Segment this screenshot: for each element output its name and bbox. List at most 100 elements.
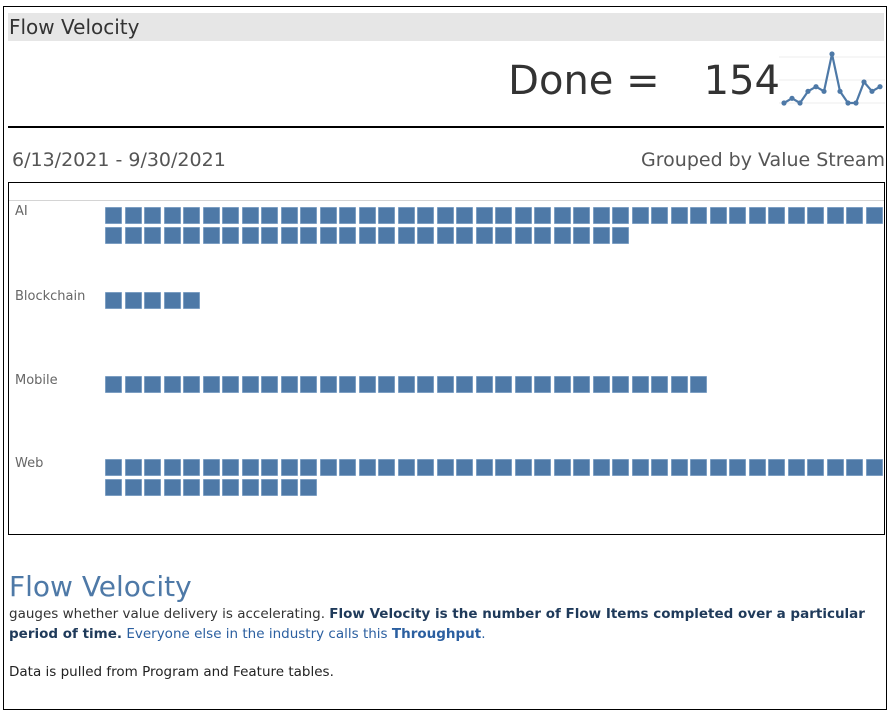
- row-label[interactable]: Mobile: [15, 373, 58, 388]
- unit-square[interactable]: [202, 376, 220, 393]
- unit-square[interactable]: [144, 478, 161, 496]
- unit-square[interactable]: [436, 376, 454, 393]
- unit-square[interactable]: [397, 226, 415, 244]
- unit-square[interactable]: [514, 459, 532, 476]
- unit-square[interactable]: [397, 376, 415, 393]
- unit-square[interactable]: [280, 459, 298, 476]
- unit-square[interactable]: [222, 226, 239, 244]
- unit-square[interactable]: [573, 459, 590, 476]
- unit-square[interactable]: [495, 376, 512, 393]
- unit-square[interactable]: [553, 226, 571, 244]
- unit-square[interactable]: [378, 226, 395, 244]
- unit-square[interactable]: [124, 207, 142, 224]
- unit-square[interactable]: [319, 226, 337, 244]
- unit-square[interactable]: [592, 376, 610, 393]
- unit-square[interactable]: [670, 376, 688, 393]
- row-label[interactable]: Web: [15, 456, 44, 471]
- unit-square[interactable]: [865, 459, 883, 476]
- unit-square[interactable]: [612, 207, 629, 224]
- unit-square[interactable]: [397, 207, 415, 224]
- unit-square[interactable]: [202, 459, 220, 476]
- unit-square[interactable]: [475, 459, 493, 476]
- unit-square[interactable]: [105, 292, 122, 309]
- row-label[interactable]: Blockchain: [15, 289, 86, 304]
- unit-square[interactable]: [573, 376, 590, 393]
- unit-square[interactable]: [475, 376, 493, 393]
- unit-square[interactable]: [748, 459, 766, 476]
- unit-square[interactable]: [241, 376, 259, 393]
- unit-square[interactable]: [846, 459, 863, 476]
- unit-square[interactable]: [631, 207, 649, 224]
- unit-squares[interactable]: [105, 292, 885, 309]
- unit-square[interactable]: [222, 478, 239, 496]
- unit-square[interactable]: [690, 207, 707, 224]
- unit-square[interactable]: [300, 376, 317, 393]
- unit-square[interactable]: [417, 459, 434, 476]
- sparkline-point[interactable]: [813, 84, 819, 90]
- unit-square[interactable]: [378, 207, 395, 224]
- unit-square[interactable]: [729, 459, 746, 476]
- unit-square[interactable]: [495, 226, 512, 244]
- unit-square[interactable]: [826, 459, 844, 476]
- unit-square[interactable]: [417, 376, 434, 393]
- unit-square[interactable]: [163, 207, 181, 224]
- unit-square[interactable]: [534, 376, 551, 393]
- unit-square[interactable]: [807, 207, 824, 224]
- unit-square[interactable]: [709, 459, 727, 476]
- unit-square[interactable]: [631, 459, 649, 476]
- unit-square[interactable]: [690, 376, 707, 393]
- unit-square[interactable]: [378, 376, 395, 393]
- unit-square[interactable]: [612, 459, 629, 476]
- unit-square[interactable]: [378, 459, 395, 476]
- unit-square[interactable]: [183, 226, 200, 244]
- unit-square[interactable]: [280, 376, 298, 393]
- unit-square[interactable]: [105, 478, 122, 496]
- unit-square[interactable]: [280, 207, 298, 224]
- unit-square[interactable]: [241, 226, 259, 244]
- unit-square[interactable]: [651, 459, 668, 476]
- unit-square[interactable]: [826, 207, 844, 224]
- unit-square[interactable]: [514, 376, 532, 393]
- unit-square[interactable]: [358, 376, 376, 393]
- unit-square[interactable]: [183, 376, 200, 393]
- unit-square[interactable]: [163, 376, 181, 393]
- unit-square[interactable]: [436, 226, 454, 244]
- unit-square[interactable]: [222, 459, 239, 476]
- unit-square[interactable]: [436, 207, 454, 224]
- unit-square[interactable]: [261, 459, 278, 476]
- unit-squares[interactable]: [105, 376, 885, 393]
- unit-square[interactable]: [183, 292, 200, 309]
- unit-square[interactable]: [865, 207, 883, 224]
- unit-square[interactable]: [105, 207, 122, 224]
- unit-square[interactable]: [475, 207, 493, 224]
- unit-square[interactable]: [300, 478, 317, 496]
- unit-square[interactable]: [534, 226, 551, 244]
- unit-square[interactable]: [241, 459, 259, 476]
- unit-square[interactable]: [534, 207, 551, 224]
- sparkline-point[interactable]: [829, 51, 835, 57]
- unit-square[interactable]: [651, 376, 668, 393]
- unit-square[interactable]: [690, 459, 707, 476]
- unit-square[interactable]: [592, 459, 610, 476]
- unit-square[interactable]: [202, 207, 220, 224]
- unit-square[interactable]: [124, 376, 142, 393]
- unit-square[interactable]: [612, 376, 629, 393]
- unit-square[interactable]: [222, 207, 239, 224]
- unit-square[interactable]: [339, 376, 356, 393]
- unit-square[interactable]: [241, 207, 259, 224]
- unit-square[interactable]: [124, 226, 142, 244]
- unit-square[interactable]: [456, 226, 473, 244]
- sparkline-point[interactable]: [837, 88, 843, 94]
- unit-square[interactable]: [124, 478, 142, 496]
- unit-square[interactable]: [105, 226, 122, 244]
- unit-squares[interactable]: [105, 207, 885, 244]
- unit-square[interactable]: [670, 459, 688, 476]
- unit-square[interactable]: [124, 292, 142, 309]
- unit-square[interactable]: [261, 376, 278, 393]
- unit-square[interactable]: [768, 459, 785, 476]
- sparkline-point[interactable]: [853, 100, 859, 106]
- unit-square[interactable]: [846, 207, 863, 224]
- sparkline-point[interactable]: [789, 95, 795, 101]
- unit-square[interactable]: [358, 459, 376, 476]
- unit-square[interactable]: [183, 459, 200, 476]
